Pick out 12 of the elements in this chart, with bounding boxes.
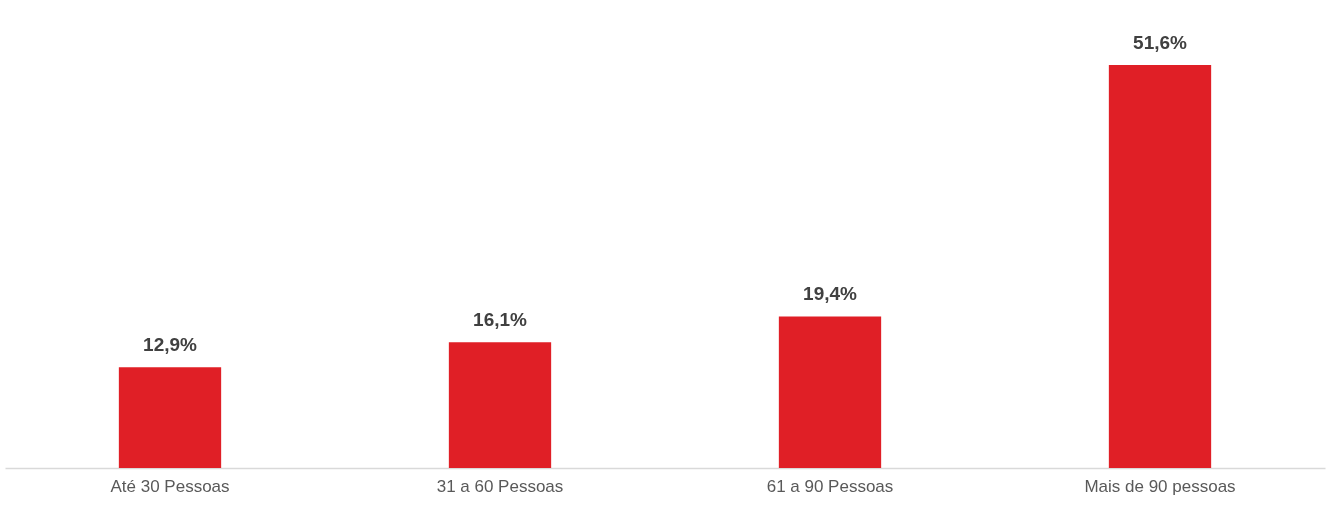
bar: [1108, 65, 1212, 468]
data-label: 19,4%: [803, 283, 858, 305]
x-tick-label: Até 30 Pessoas: [110, 476, 230, 496]
data-label: 16,1%: [473, 309, 528, 331]
x-tick-label: 31 a 60 Pessoas: [436, 476, 564, 496]
data-label: 51,6%: [1133, 32, 1188, 53]
bar: [118, 367, 222, 468]
bar: [448, 342, 552, 468]
bar: [778, 316, 882, 468]
data-label: 12,9%: [143, 334, 198, 356]
x-tick-label: 61 a 90 Pessoas: [766, 476, 894, 496]
x-tick-label: Mais de 90 pessoas: [1084, 476, 1236, 496]
